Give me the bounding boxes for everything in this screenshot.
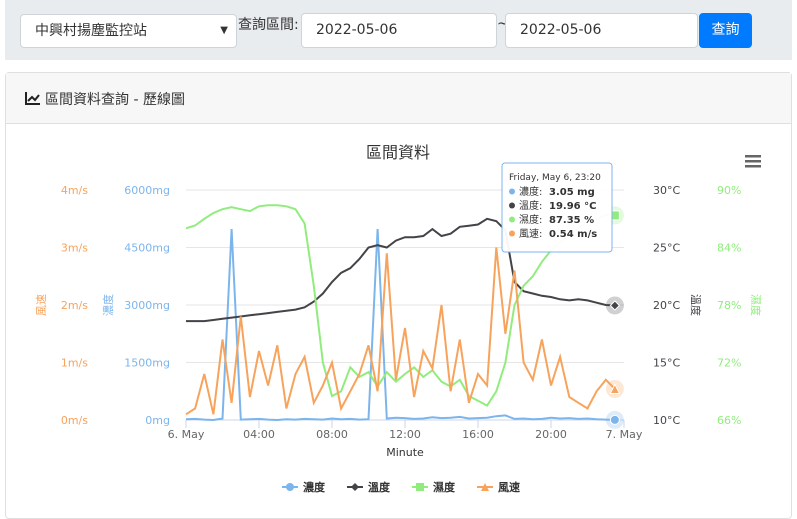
y-tick-label: 90% xyxy=(717,184,741,197)
tooltip-name: 濃度: xyxy=(519,185,542,198)
y-tick-label: 10°C xyxy=(653,414,680,427)
x-tick-label: 04:00 xyxy=(243,428,275,441)
x-tick-label: 08:00 xyxy=(316,428,348,441)
tooltip-value: 3.05 mg xyxy=(549,187,595,198)
tooltip-bullet xyxy=(509,216,515,223)
y-tick-label: 20°C xyxy=(653,299,680,312)
menu-button[interactable] xyxy=(745,155,761,168)
hover-marker xyxy=(609,383,621,394)
x-tick-label: 16:00 xyxy=(462,428,494,441)
y-tick-label: 6000mg xyxy=(124,184,170,197)
tooltip-value: 0.54 m/s xyxy=(549,229,597,240)
station: 中興村揚塵監控站 xyxy=(35,23,147,39)
x-tick-label: 20:00 xyxy=(535,428,567,441)
y-tick-label: 78% xyxy=(717,299,741,312)
caret: ▼ xyxy=(220,25,228,36)
y-tick-label: 15°C xyxy=(653,357,680,370)
y-tick-label: 3000mg xyxy=(124,299,170,312)
x-tick-label: 12:00 xyxy=(389,428,421,441)
hover-marker xyxy=(609,414,620,425)
y-tick-label: 30°C xyxy=(653,184,680,197)
legend-marker xyxy=(351,483,359,491)
x-axis-title: Minute xyxy=(386,446,424,459)
legend-label: 濕度 xyxy=(433,480,456,494)
y-tick-label: 4500mg xyxy=(124,242,170,255)
y-tick-label: 66% xyxy=(717,414,741,427)
x-tick-label: 6. May xyxy=(168,428,205,441)
legend-label: 溫度 xyxy=(368,480,391,494)
y-tick-label: 0mg xyxy=(145,414,170,427)
legend-label: 風速 xyxy=(498,480,520,494)
separator: ~ xyxy=(497,16,509,32)
series-line xyxy=(186,217,615,323)
legend-marker xyxy=(416,483,424,491)
legend-marker xyxy=(481,483,489,491)
series-line xyxy=(185,229,615,422)
x-tick-label: 7. May xyxy=(606,428,643,441)
query-button[interactable]: 查詢 xyxy=(699,13,752,48)
tooltip-box xyxy=(501,162,613,253)
y-tick-label: 4m/s xyxy=(61,184,88,197)
series-line xyxy=(185,204,615,407)
end-date[interactable]: 2022-05-06 xyxy=(505,13,698,48)
card-title: 區間資料查詢 - 歷線圖 xyxy=(45,92,185,108)
y-tick-label: 2m/s xyxy=(61,299,88,312)
start-date[interactable]: 2022-05-06 xyxy=(301,13,497,48)
legend-label: 濃度 xyxy=(303,480,326,494)
tooltip-bullet xyxy=(509,230,515,237)
card: 區間資料查詢 - 歷線圖 xyxy=(5,72,792,519)
legend-marker xyxy=(286,483,294,491)
y-axis-title: 濕度 xyxy=(749,294,763,316)
y-tick-label: 84% xyxy=(717,242,741,255)
tooltip-name: 溫度: xyxy=(519,199,542,212)
hover-marker xyxy=(609,300,621,311)
y-tick-label: 3m/s xyxy=(61,242,88,255)
y-axis-title: 風速 xyxy=(35,294,48,316)
chart-icon xyxy=(25,92,40,105)
tooltip-value: 19.96 °C xyxy=(549,201,596,212)
tooltip-header: Friday, May 6, 23:20 xyxy=(509,173,601,183)
y-tick-label: 0m/s xyxy=(61,414,88,427)
tooltip-value: 87.35 % xyxy=(549,215,594,226)
y-tick-label: 72% xyxy=(717,357,741,370)
y-axis-title: 溫度 xyxy=(689,294,703,316)
tooltip-bullet xyxy=(509,188,515,195)
tooltip-name: 風速: xyxy=(519,228,542,240)
range-label: 查詢區間: xyxy=(238,17,299,33)
tooltip-bullet xyxy=(509,202,515,209)
y-tick-label: 25°C xyxy=(653,242,680,255)
series-line xyxy=(185,247,616,416)
station-select[interactable]: 中興村揚塵監控站 ▼ xyxy=(20,14,237,48)
chart-title: 區間資料 xyxy=(366,143,430,162)
tooltip-name: 濕度: xyxy=(519,213,542,226)
y-tick-label: 1m/s xyxy=(61,357,88,370)
y-tick-label: 1500mg xyxy=(124,357,170,370)
card-header: 區間資料查詢 - 歷線圖 xyxy=(6,73,791,124)
y-axis-title: 濃度 xyxy=(101,294,115,316)
